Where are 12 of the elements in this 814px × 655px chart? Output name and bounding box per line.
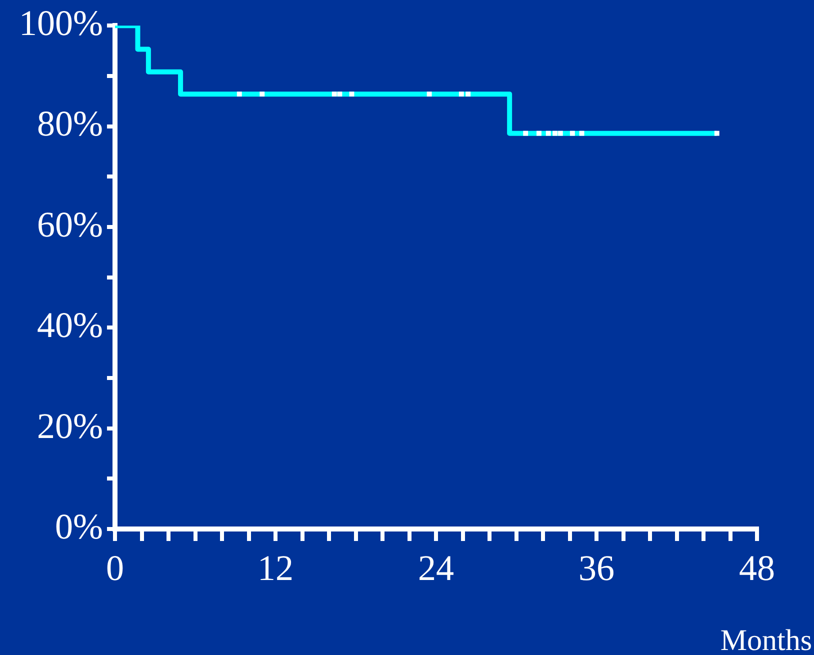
y-tick-label: 80% bbox=[37, 104, 103, 144]
y-tick-label: 40% bbox=[37, 305, 103, 346]
x-axis-title: Months bbox=[720, 624, 812, 655]
y-tick-label: 0% bbox=[55, 506, 103, 546]
x-tick-label: 48 bbox=[739, 548, 775, 588]
y-tick-label: 20% bbox=[37, 406, 103, 446]
y-tick-label: 100% bbox=[19, 3, 103, 44]
x-tick-label: 0 bbox=[106, 548, 124, 588]
x-tick-label: 12 bbox=[258, 548, 294, 588]
y-tick-label: 60% bbox=[37, 204, 103, 244]
x-tick-label: 24 bbox=[418, 548, 454, 588]
x-tick-label: 36 bbox=[578, 548, 614, 588]
